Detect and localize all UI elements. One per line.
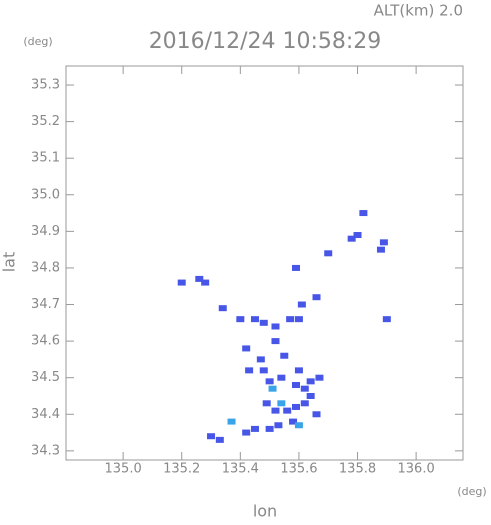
echo-cell xyxy=(312,411,321,418)
echo-cell xyxy=(291,403,300,410)
echo-cell xyxy=(250,425,259,432)
echo-cell xyxy=(277,374,286,381)
x-tick-label: 135.2 xyxy=(163,462,200,477)
y-tick-label: 34.4 xyxy=(31,407,60,422)
echo-cell xyxy=(215,436,224,443)
y-tick-label: 34.7 xyxy=(31,297,60,312)
echo-cell xyxy=(274,422,283,429)
echo-cell xyxy=(289,418,298,425)
echo-cell xyxy=(256,356,265,363)
echo-cell xyxy=(207,433,216,440)
echo-cell xyxy=(277,400,286,407)
x-tick-label: 135.8 xyxy=(339,462,376,477)
echo-cell xyxy=(218,305,227,312)
echo-cell xyxy=(382,316,391,323)
y-tick-label: 34.9 xyxy=(31,224,60,239)
x-tick-label: 135.4 xyxy=(222,462,259,477)
echo-cell xyxy=(242,345,251,352)
y-tick-label: 35.3 xyxy=(31,78,60,93)
y-tick-label: 34.8 xyxy=(31,260,60,275)
y-axis-label: lat xyxy=(0,252,19,273)
echo-cell xyxy=(300,385,309,392)
y-tick-label: 34.6 xyxy=(31,334,60,349)
echo-cell xyxy=(291,264,300,271)
echo-cell xyxy=(291,382,300,389)
echo-cell xyxy=(242,429,251,436)
echo-cell xyxy=(297,301,306,308)
x-tick-label: 135.6 xyxy=(280,462,317,477)
echo-cell xyxy=(177,279,186,286)
y-tick-label: 34.5 xyxy=(31,370,60,385)
echo-cell xyxy=(271,407,280,414)
echo-cell xyxy=(294,367,303,374)
echo-cell xyxy=(306,378,315,385)
echo-cell xyxy=(195,275,204,282)
y-tick-label: 35.0 xyxy=(31,187,60,202)
echo-cell xyxy=(286,316,295,323)
chart-title: 2016/12/24 10:58:29 xyxy=(149,29,382,54)
echo-cell xyxy=(259,319,268,326)
echo-cell xyxy=(236,316,245,323)
echo-cell xyxy=(280,352,289,359)
echo-cell xyxy=(315,374,324,381)
echo-cell xyxy=(300,400,309,407)
echo-cell xyxy=(271,323,280,330)
echo-cell xyxy=(268,385,277,392)
echo-cell xyxy=(271,338,280,345)
echo-cell xyxy=(347,235,356,242)
x-tick-label: 135.0 xyxy=(105,462,142,477)
echo-cell xyxy=(294,316,303,323)
echo-cell xyxy=(250,316,259,323)
echo-cell xyxy=(376,246,385,253)
echo-cell xyxy=(353,232,362,239)
echo-cell xyxy=(324,250,333,257)
echo-cell xyxy=(262,400,271,407)
y-tick-label: 35.1 xyxy=(31,151,60,166)
echo-cell xyxy=(306,392,315,399)
y-tick-label: 34.3 xyxy=(31,443,60,458)
echo-cell xyxy=(227,418,236,425)
echo-cell xyxy=(312,294,321,301)
x-unit: (deg) xyxy=(457,485,486,498)
echo-cell xyxy=(265,378,274,385)
echo-cell xyxy=(259,367,268,374)
echo-cell xyxy=(379,239,388,246)
echo-cell xyxy=(359,210,368,217)
echo-cell xyxy=(245,367,254,374)
y-tick-label: 35.2 xyxy=(31,114,60,129)
x-tick-label: 136.0 xyxy=(398,462,435,477)
echo-cell xyxy=(265,425,274,432)
y-unit: (deg) xyxy=(23,35,52,48)
echo-cell xyxy=(283,407,292,414)
echo-cell xyxy=(201,279,210,286)
plot-frame xyxy=(65,65,464,461)
echo-cell xyxy=(294,422,303,429)
x-axis-label: lon xyxy=(253,502,277,521)
altitude-label: ALT(km) 2.0 xyxy=(374,2,463,20)
